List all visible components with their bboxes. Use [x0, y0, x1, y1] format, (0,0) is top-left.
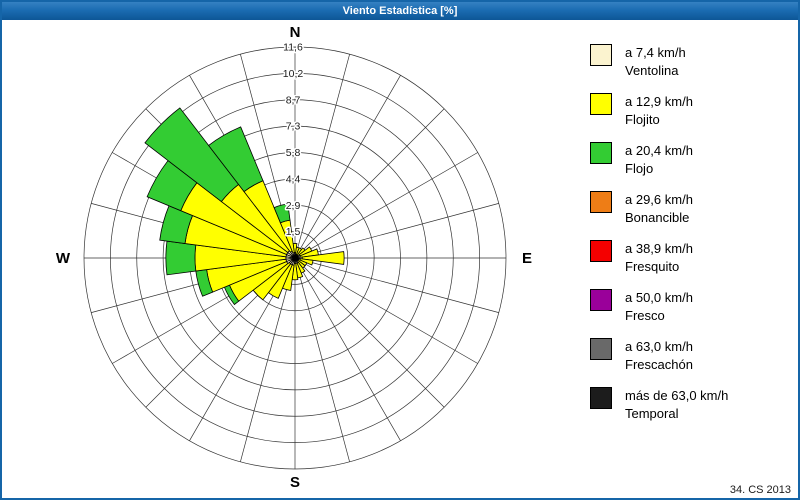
- legend-category-text: Temporal: [625, 406, 679, 421]
- legend-label: a 29,6 km/h Bonancible: [625, 191, 693, 227]
- wind-rose-chart: 1,5 2,9 4,4 5,8 7,3 8,7 10,2 11,6N S W E: [56, 24, 532, 491]
- svg-text:4,4: 4,4: [286, 173, 301, 185]
- legend-swatch: [590, 93, 612, 115]
- legend-swatch: [590, 240, 612, 262]
- compass-east-label: E: [522, 250, 532, 267]
- legend-label: a 50,0 km/h Fresco: [625, 289, 693, 325]
- legend-item: más de 63,0 km/h Temporal: [590, 387, 728, 423]
- copyright-label: 34. CS 2013: [729, 484, 791, 496]
- compass-labels: N S W E: [56, 24, 532, 491]
- legend-speed-text: a 63,0 km/h: [625, 339, 693, 354]
- svg-text:8,7: 8,7: [286, 94, 301, 106]
- legend-item: a 38,9 km/h Fresquito: [590, 240, 728, 276]
- legend-item: a 50,0 km/h Fresco: [590, 289, 728, 325]
- svg-text:1,5: 1,5: [286, 226, 301, 238]
- radial-tick-labels: 1,5 2,9 4,4 5,8 7,3 8,7 10,2 11,6: [281, 40, 305, 240]
- legend-category-text: Frescachón: [625, 357, 693, 372]
- legend: a 7,4 km/h Ventolina a 12,9 km/h Flojito a 2…: [590, 44, 728, 423]
- compass-north-label: N: [290, 24, 301, 41]
- legend-swatch: [590, 289, 612, 311]
- legend-swatch: [590, 44, 612, 66]
- svg-text:10,2: 10,2: [283, 68, 304, 80]
- legend-label: a 12,9 km/h Flojito: [625, 93, 693, 129]
- legend-speed-text: a 7,4 km/h: [625, 45, 686, 60]
- legend-item: a 20,4 km/h Flojo: [590, 142, 728, 178]
- legend-swatch: [590, 387, 612, 409]
- legend-label: a 20,4 km/h Flojo: [625, 142, 693, 178]
- legend-speed-text: a 50,0 km/h: [625, 290, 693, 305]
- legend-speed-text: a 29,6 km/h: [625, 192, 693, 207]
- legend-speed-text: más de 63,0 km/h: [625, 388, 729, 403]
- svg-text:11,6: 11,6: [283, 42, 303, 54]
- svg-text:7,3: 7,3: [286, 121, 301, 133]
- legend-speed-text: a 38,9 km/h: [625, 241, 693, 256]
- legend-label: a 63,0 km/h Frescachón: [625, 338, 693, 374]
- legend-category-text: Fresco: [625, 308, 665, 323]
- svg-text:5,8: 5,8: [286, 147, 301, 159]
- legend-category-text: Bonancible: [625, 210, 690, 225]
- window-title: Viento Estadística [%]: [2, 2, 798, 20]
- legend-speed-text: a 20,4 km/h: [625, 143, 693, 158]
- compass-south-label: S: [290, 474, 300, 491]
- chart-area: 1,5 2,9 4,4 5,8 7,3 8,7 10,2 11,6 N S W E a 7,4 km/…: [2, 20, 798, 498]
- legend-label: más de 63,0 km/h Temporal: [625, 387, 728, 423]
- legend-label: a 38,9 km/h Fresquito: [625, 240, 693, 276]
- legend-category-text: Ventolina: [625, 63, 679, 78]
- legend-item: a 63,0 km/h Frescachón: [590, 338, 728, 374]
- legend-label: a 7,4 km/h Ventolina: [625, 44, 686, 80]
- legend-item: a 29,6 km/h Bonancible: [590, 191, 728, 227]
- svg-text:2,9: 2,9: [286, 200, 301, 212]
- compass-west-label: W: [56, 250, 71, 267]
- legend-category-text: Flojito: [625, 112, 660, 127]
- legend-swatch: [590, 191, 612, 213]
- legend-swatch: [590, 338, 612, 360]
- legend-item: a 12,9 km/h Flojito: [590, 93, 728, 129]
- rose-petals: [144, 107, 345, 306]
- legend-speed-text: a 12,9 km/h: [625, 94, 693, 109]
- legend-swatch: [590, 142, 612, 164]
- legend-category-text: Fresquito: [625, 259, 680, 274]
- polar-grid: [83, 46, 507, 470]
- legend-item: a 7,4 km/h Ventolina: [590, 44, 728, 80]
- legend-category-text: Flojo: [625, 161, 654, 176]
